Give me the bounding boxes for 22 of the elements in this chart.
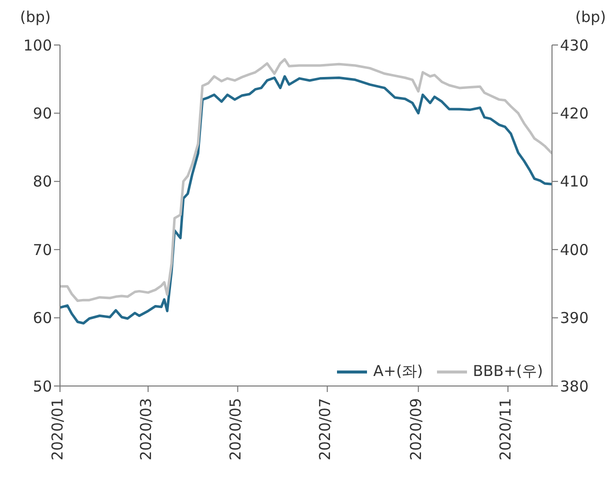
y2-tick-label: 420 bbox=[560, 104, 589, 123]
y-tick-label: 90 bbox=[32, 104, 52, 123]
y2-tick-label: 400 bbox=[560, 240, 589, 259]
y-axis-title: (bp) bbox=[20, 8, 51, 26]
y2-tick-label: 380 bbox=[560, 377, 589, 396]
y-tick-label: 60 bbox=[32, 309, 52, 328]
y2-axis-title: (bp) bbox=[575, 8, 606, 26]
x-tick-label: 2020/07 bbox=[316, 398, 334, 460]
y-tick-label: 50 bbox=[32, 377, 52, 396]
x-tick-label: 2020/09 bbox=[407, 398, 425, 460]
y-tick-label: 80 bbox=[32, 172, 52, 191]
y-tick-label: 100 bbox=[23, 36, 52, 54]
legend-label: A+(좌) bbox=[372, 362, 423, 381]
y2-tick-label: 390 bbox=[560, 309, 589, 328]
y-tick-label: 70 bbox=[32, 240, 52, 259]
x-tick-label: 2020/11 bbox=[496, 398, 515, 460]
y2-tick-label: 410 bbox=[560, 172, 589, 191]
x-tick-label: 2020/01 bbox=[48, 398, 67, 460]
legend-label: BBB+(우) bbox=[472, 362, 543, 381]
x-tick-label: 2020/03 bbox=[136, 398, 155, 460]
x-tick-label: 2020/05 bbox=[226, 398, 244, 460]
y2-tick-label: 430 bbox=[560, 36, 589, 54]
